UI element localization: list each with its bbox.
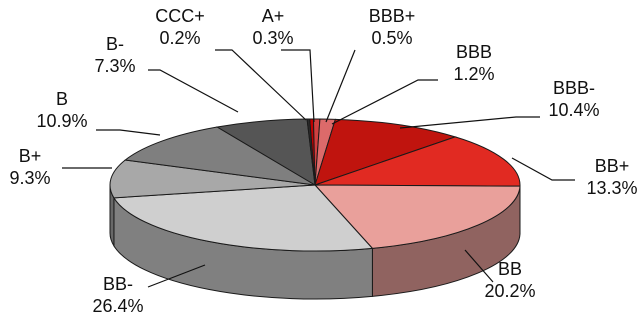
slice-label-bb: BB <box>498 259 522 279</box>
slice-value-label-b-minus: 7.3% <box>94 56 135 76</box>
slice-value-label-bb-plus: 13.3% <box>586 178 637 198</box>
leader-line-bbb-minus <box>399 116 540 129</box>
slice-label-b: B <box>56 89 68 109</box>
leader-line-bbb <box>331 79 438 125</box>
slice-label-bbb: BBB <box>456 42 492 62</box>
pie-slice-b <box>124 126 316 186</box>
slice-label-bbb-minus: BBB- <box>553 78 595 98</box>
slice-value-label-bbb-plus: 0.5% <box>371 28 412 48</box>
pie-side-layer <box>109 184 521 300</box>
pie-slice-bb <box>313 184 521 249</box>
leader-line-ccc-plus <box>215 49 307 121</box>
slice-value-label-bb-minus: 26.4% <box>92 296 143 316</box>
leader-line-bb-minus <box>147 264 206 288</box>
leader-line-a-plus <box>281 49 315 123</box>
pie-slice-bb-minus <box>113 184 374 252</box>
pie-slice-bbb-minus <box>314 118 457 186</box>
slice-value-label-bbb: 1.2% <box>453 64 494 84</box>
leader-line-b-minus <box>148 69 239 113</box>
slice-label-bb-minus: BB- <box>103 274 133 294</box>
pie-slice-b-plus <box>109 159 316 199</box>
slice-label-ccc-plus: CCC+ <box>155 6 205 26</box>
pie-leader-layer <box>62 49 575 288</box>
pie-label-layer: A+0.3%BBB+0.5%BBB1.2%BBB-10.4%BB+13.3%BB… <box>9 6 637 316</box>
slice-label-bb-plus: BB+ <box>595 156 630 176</box>
slice-label-b-plus: B+ <box>19 146 42 166</box>
leader-line-bb-plus <box>511 157 575 181</box>
pie-slice-bb-plus <box>314 136 521 187</box>
slice-value-label-ccc-plus: 0.2% <box>159 28 200 48</box>
slice-label-a-plus: A+ <box>262 6 285 26</box>
slice-value-label-b: 10.9% <box>36 111 87 131</box>
slice-value-label-b-plus: 9.3% <box>9 168 50 188</box>
slice-label-b-minus: B- <box>106 34 124 54</box>
leader-line-bbb-plus <box>325 49 356 123</box>
pie-slice-ccc-plus <box>306 118 316 186</box>
slice-value-label-a-plus: 0.3% <box>252 28 293 48</box>
pie-top-layer <box>109 118 521 252</box>
slice-value-label-bbb-minus: 10.4% <box>548 100 599 120</box>
leader-line-b <box>96 129 161 136</box>
leader-line-bb <box>464 249 494 283</box>
slice-label-bbb-plus: BBB+ <box>369 6 416 26</box>
slice-value-label-bb: 20.2% <box>484 281 535 301</box>
